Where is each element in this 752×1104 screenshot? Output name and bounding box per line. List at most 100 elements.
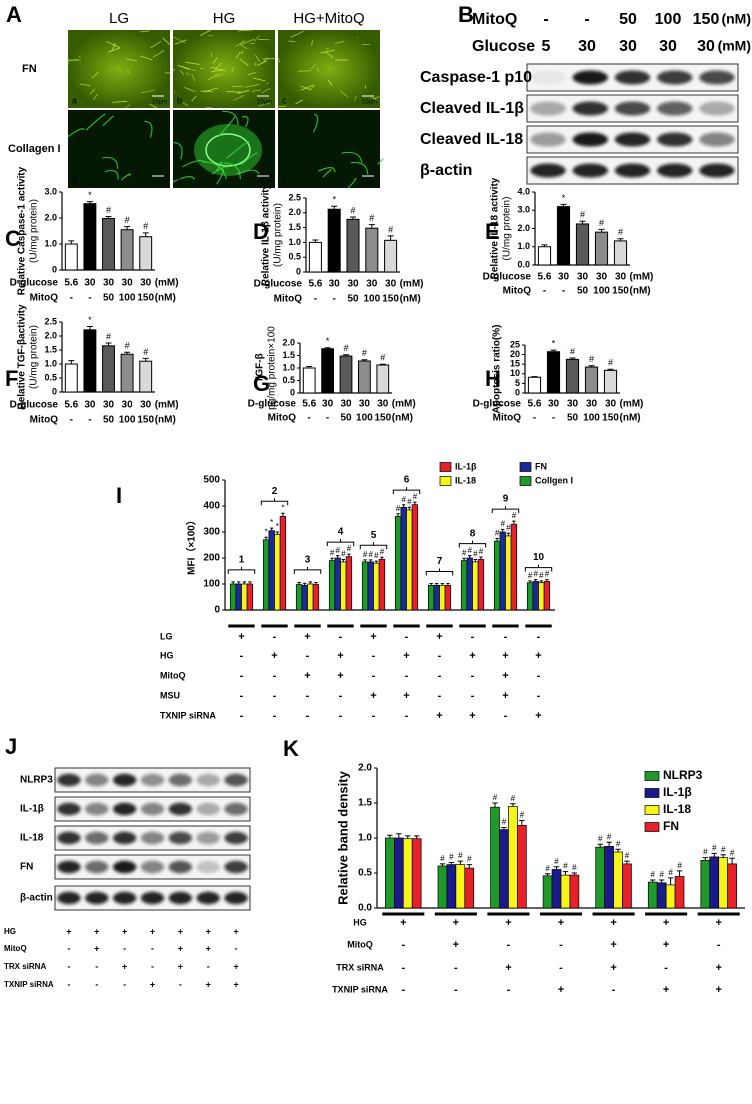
error-bar — [331, 205, 338, 210]
fiber — [210, 66, 226, 71]
scale-bar-label: 10μm — [152, 100, 167, 106]
blot-band — [530, 132, 566, 147]
filament — [120, 173, 131, 181]
fiber — [172, 36, 186, 44]
y-axis-label: (U/mg protein) — [29, 199, 40, 263]
error-bar — [396, 513, 400, 517]
x-tick-label: 50 — [103, 293, 115, 304]
error-bar — [597, 843, 603, 848]
significance-mark: # — [467, 855, 472, 864]
fiber — [295, 99, 304, 105]
group-underline — [327, 624, 354, 628]
bar — [394, 516, 402, 611]
fiber — [199, 67, 204, 70]
fiber — [371, 96, 378, 101]
significance-mark: # — [528, 571, 533, 580]
fiber — [240, 38, 255, 45]
group-underline — [261, 624, 288, 628]
fiber — [149, 103, 157, 109]
x-tick-label: 150 — [602, 413, 619, 424]
condition-sign: + — [469, 650, 475, 662]
blot-band — [656, 101, 693, 116]
condition-sign: - — [95, 979, 98, 989]
x-tick-label: - — [533, 413, 536, 424]
x-tick-label: 30 — [558, 272, 570, 283]
x-tick-label: 50 — [347, 294, 359, 305]
y-tick-label: 0 — [296, 266, 301, 276]
error-bar — [396, 833, 402, 838]
group-bracket — [425, 568, 454, 576]
row-unit: (nM) — [155, 293, 176, 304]
bar — [361, 561, 369, 611]
condition-sign: + — [403, 650, 409, 662]
x-tick-label: 30 — [366, 279, 378, 290]
significance-mark: # — [380, 547, 385, 556]
significance-mark: # — [343, 343, 348, 353]
bar — [340, 561, 347, 611]
panel-letter: A — [6, 2, 22, 27]
blot-band — [224, 860, 248, 874]
significance-mark: # — [407, 497, 412, 506]
significance-mark: # — [721, 845, 726, 854]
fiber — [237, 29, 253, 32]
error-bar — [379, 363, 386, 365]
condition-label: MitoQ — [4, 944, 27, 953]
y-axis-label: pg/mg protein×100 — [267, 326, 278, 410]
filament — [377, 158, 384, 165]
significance-mark: # — [458, 851, 463, 860]
error-bar — [702, 857, 708, 861]
error-bar — [349, 216, 357, 220]
error-bar — [534, 579, 538, 582]
fiber — [207, 73, 219, 81]
fiber — [184, 86, 196, 93]
condition-sign: - — [559, 939, 563, 951]
condition-sign: - — [401, 984, 405, 996]
y-tick-label: 3.0 — [517, 205, 530, 215]
legend-swatch — [644, 822, 660, 832]
bar — [674, 876, 685, 909]
bar — [604, 846, 614, 909]
condition-sign: + — [469, 710, 475, 722]
blot-band — [112, 802, 137, 816]
group-bracket — [260, 498, 289, 506]
error-bar — [324, 347, 331, 349]
condition-sign: + — [535, 650, 541, 662]
tile-letter: c — [282, 95, 287, 105]
x-tick-label: 30 — [347, 279, 359, 290]
group-underline — [525, 624, 552, 628]
error-bar — [495, 538, 499, 542]
micrograph — [172, 29, 276, 109]
bar — [327, 208, 341, 273]
y-tick-label: 300 — [203, 527, 220, 538]
error-bar — [541, 244, 548, 247]
fiber — [184, 61, 200, 65]
condition-sign: + — [122, 961, 127, 971]
significance-mark: # — [545, 570, 550, 579]
fiber — [236, 90, 250, 94]
fiber — [254, 62, 257, 66]
fiber — [212, 57, 218, 65]
group-bracket — [227, 566, 256, 574]
significance-mark: # — [533, 570, 538, 579]
bar — [556, 206, 571, 266]
legend-label: FN — [663, 819, 679, 833]
bar — [83, 329, 97, 393]
error-bar — [615, 848, 621, 852]
condition-label: MitoQ — [347, 939, 373, 949]
error-bar — [606, 841, 612, 847]
error-bar — [545, 579, 549, 582]
y-tick-label: 20 — [510, 349, 520, 359]
row-label: MitoQ — [268, 413, 297, 424]
band-label: Cleaved IL-1β — [420, 100, 524, 117]
significance-mark: # — [401, 495, 406, 504]
condition-label: HG — [353, 917, 367, 927]
error-bar — [105, 215, 112, 219]
significance-mark: * — [270, 518, 273, 527]
y-tick-label: 0.0 — [517, 259, 530, 269]
significance-mark: # — [374, 551, 379, 560]
blot-band — [57, 891, 81, 905]
bar — [565, 358, 580, 394]
tile-letter: b — [177, 95, 182, 105]
fiber — [106, 40, 120, 48]
condition-sign: + — [403, 690, 409, 702]
